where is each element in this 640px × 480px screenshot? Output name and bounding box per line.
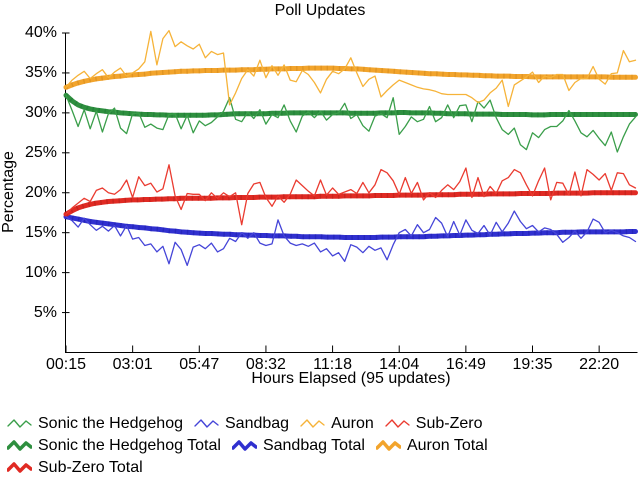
x-axis-label: Hours Elapsed (95 updates) [251,370,451,387]
legend-item: Sandbag Total [231,437,365,455]
legend-label: Auron [331,415,374,432]
line-swatch-icon [7,462,32,473]
legend-row: Sonic the Hedgehog Sandbag Auron Sub-Zero [7,413,633,435]
x-tick-label: 19:35 [512,356,553,373]
legend: Sonic the Hedgehog Sandbag Auron Sub-Zero So… [7,413,633,479]
y-tick-label: 30% [24,103,57,121]
legend-label: Sandbag Total [262,437,365,454]
line-swatch-icon [375,440,401,451]
line-swatch-icon [7,419,32,428]
legend-label: Sub-Zero [415,415,483,432]
legend-item: Sub-Zero [385,415,483,433]
legend-item: Sandbag [194,415,289,433]
x-tick-label: 05:47 [179,356,220,373]
legend-label: Sub-Zero Total [38,459,143,476]
line-swatch-icon [231,440,257,451]
series-line-edge-6 [65,65,636,90]
y-tick-label: 25% [24,143,57,161]
legend-item: Sub-Zero Total [7,459,143,477]
y-tick-label: 5% [33,303,57,321]
line-swatch-icon [194,419,219,428]
x-tick-label: 11:18 [313,356,352,373]
series-line-4 [63,92,638,118]
y-tick-label: 10% [24,263,57,281]
y-tick-label: 40% [24,24,57,41]
line-swatch-icon [300,419,325,428]
series-line-2 [65,29,637,108]
x-tick-label: 03:01 [112,356,153,373]
line-swatch-icon [385,419,410,428]
line-swatch-icon [7,440,32,451]
x-tick-label: 14:04 [379,356,420,373]
legend-item: Auron [300,415,374,433]
legend-item: Sonic the Hedgehog [7,415,183,433]
x-tick-label: 22:20 [579,356,620,373]
series-line-edge-7 [64,190,636,217]
series-line-3 [65,164,637,226]
x-tick-label: 08:32 [245,356,286,373]
y-tick-label: 15% [24,223,57,241]
chart-title: Poll Updates [274,2,366,19]
legend-item: Auron Total [375,437,488,455]
y-tick-label: 20% [24,183,57,201]
series-line-0 [65,94,637,153]
y-tick-label: 35% [24,63,57,81]
legend-label: Auron Total [406,437,488,454]
legend-label: Sonic the Hedgehog [38,415,183,432]
legend-item: Sonic the Hedgehog Total [7,437,221,455]
x-tick-label: 00:15 [45,356,87,373]
series-line-edge-5 [65,214,636,240]
legend-row: Sonic the Hedgehog Total Sandbag Total Aur… [7,435,633,457]
legend-row: Sub-Zero Total [7,457,633,479]
series-line-1 [65,210,637,267]
x-tick-label: 16:49 [445,356,486,373]
legend-label: Sonic the Hedgehog Total [38,437,221,454]
legend-label: Sandbag [225,415,290,432]
